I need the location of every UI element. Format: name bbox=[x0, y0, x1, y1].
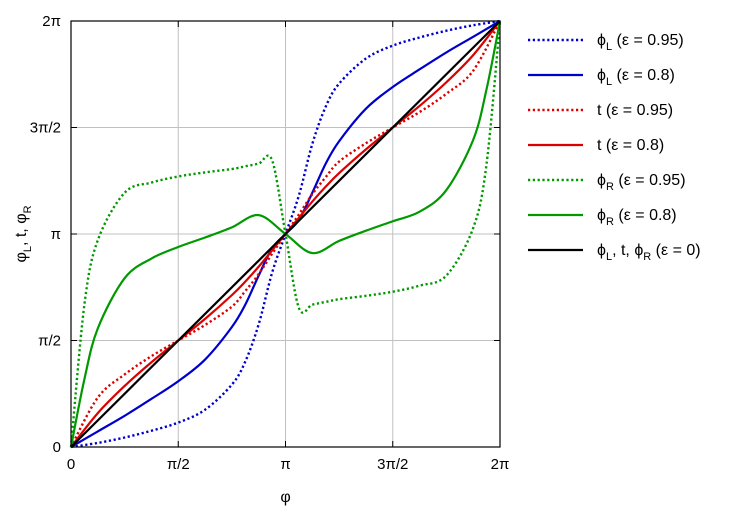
legend-label: ϕR (ε = 0.8) bbox=[597, 207, 677, 228]
tick-labels: 0 π/2 π 3π/2 2π 0 π/2 π 3π/2 2π bbox=[30, 13, 510, 473]
x-axis-label: φ bbox=[280, 489, 290, 506]
legend-label: ϕR (ε = 0.95) bbox=[597, 172, 686, 193]
x-tick-label: π bbox=[280, 456, 290, 473]
legend-label: ϕL (ε = 0.8) bbox=[597, 67, 675, 88]
y-tick-label: 0 bbox=[53, 439, 61, 456]
legend-label: t (ε = 0.8) bbox=[597, 137, 664, 154]
y-tick-label: 2π bbox=[42, 13, 61, 30]
y-tick-label: π bbox=[51, 226, 61, 243]
legend-label: ϕL, t, ϕR (ε = 0) bbox=[597, 242, 701, 263]
legend: ϕL (ε = 0.95) ϕL (ε = 0.8) t (ε = 0.95) t (… bbox=[528, 32, 701, 263]
legend-label: ϕL (ε = 0.95) bbox=[597, 32, 684, 53]
x-tick-label: 3π/2 bbox=[377, 456, 408, 473]
ticks bbox=[70, 20, 501, 448]
x-tick-label: π/2 bbox=[167, 456, 190, 473]
x-tick-label: 0 bbox=[67, 456, 75, 473]
y-axis-label: φL, t, φR bbox=[13, 205, 34, 262]
y-tick-label: π/2 bbox=[38, 333, 61, 350]
legend-label: t (ε = 0.95) bbox=[597, 102, 673, 119]
x-tick-label: 2π bbox=[491, 456, 510, 473]
y-tick-label: 3π/2 bbox=[30, 120, 61, 137]
series-layer bbox=[69, 19, 502, 449]
series-line-6 bbox=[70, 20, 501, 448]
